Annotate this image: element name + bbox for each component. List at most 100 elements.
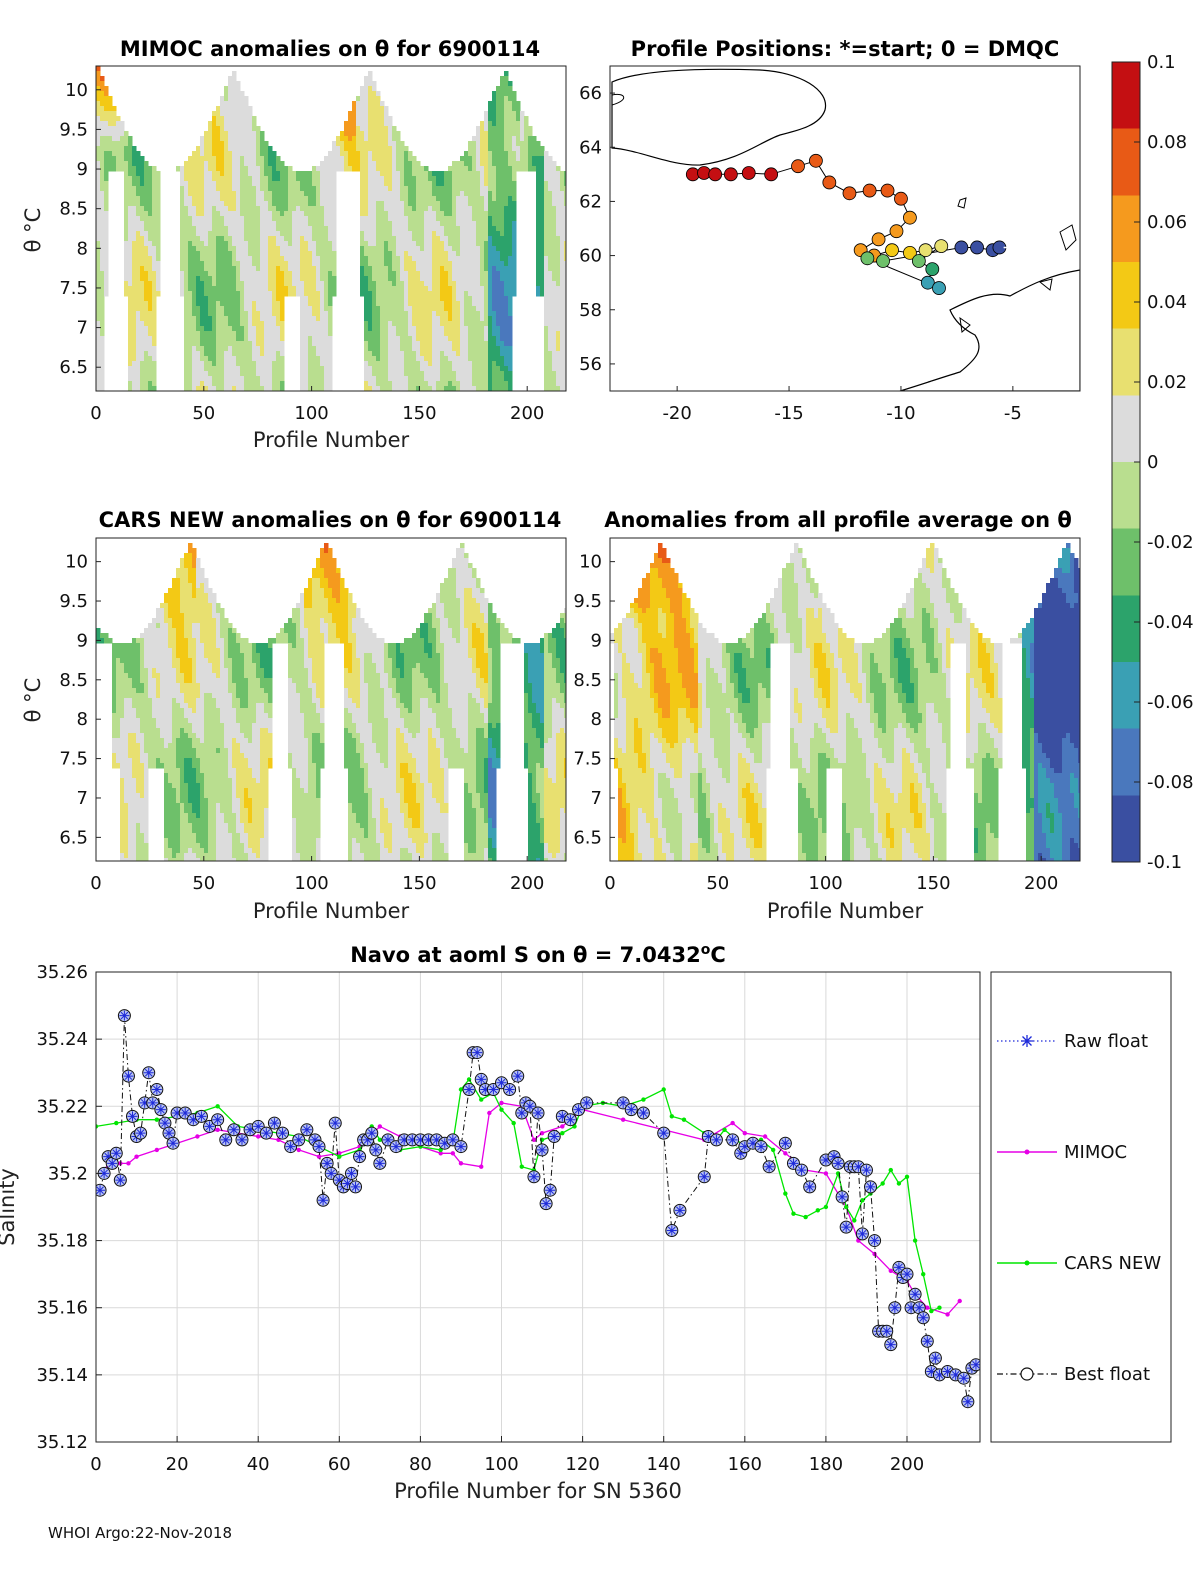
heatmap-cell [224, 361, 229, 367]
heatmap-cell [448, 351, 453, 357]
heatmap-cell [380, 156, 385, 162]
heatmap-cell [512, 271, 517, 277]
heatmap-cell [424, 281, 429, 287]
heatmap-cell [276, 201, 281, 207]
heatmap-cell [200, 326, 205, 332]
heatmap-cell [256, 251, 261, 257]
heatmap-cell [268, 201, 273, 207]
heatmap-cell [564, 251, 566, 257]
heatmap-cell [268, 231, 273, 237]
heatmap-cell [456, 261, 461, 267]
heatmap-cell [388, 146, 393, 152]
heatmap-cell [288, 231, 293, 237]
heatmap-cell [456, 196, 461, 202]
heatmap-cell [324, 316, 329, 322]
heatmap-cell [188, 361, 193, 367]
heatmap-cell [304, 206, 309, 212]
heatmap-cell [148, 176, 153, 182]
heatmap-cell [208, 146, 213, 152]
heatmap-cell [288, 261, 293, 267]
heatmap-cell [360, 251, 365, 257]
heatmap-cell [96, 296, 101, 302]
heatmap-cell [376, 226, 381, 232]
heatmap-cell [156, 176, 161, 182]
heatmap-cell [128, 231, 133, 237]
heatmap-cell [136, 171, 141, 177]
heatmap-cell [232, 216, 237, 222]
heatmap-cell [508, 86, 513, 92]
heatmap-cell [96, 256, 101, 262]
heatmap-cell [116, 126, 121, 132]
heatmap-cell [184, 226, 189, 232]
heatmap-cell [180, 171, 185, 177]
heatmap-cell [216, 286, 221, 292]
heatmap-cell [324, 331, 329, 337]
heatmap-cell [560, 256, 565, 262]
heatmap-cell [264, 256, 269, 262]
heatmap-cell [244, 126, 249, 132]
heatmap-cell [476, 206, 481, 212]
heatmap-cell [124, 186, 129, 192]
heatmap-cell [132, 231, 137, 237]
heatmap-cell [412, 221, 417, 227]
heatmap-cell [216, 321, 221, 327]
heatmap-cell [512, 211, 517, 217]
heatmap-cell [360, 241, 365, 247]
heatmap-cell [212, 201, 217, 207]
heatmap-cell [148, 331, 153, 337]
heatmap-cell [196, 241, 201, 247]
heatmap-cell [480, 321, 485, 327]
heatmap-cell [480, 136, 485, 142]
heatmap-cell [392, 321, 397, 327]
heatmap-cell [256, 341, 261, 347]
heatmap-cell [440, 356, 445, 362]
heatmap-cell [316, 201, 321, 207]
heatmap-cell [184, 251, 189, 257]
heatmap-cell [416, 186, 421, 192]
heatmap-cell [192, 311, 197, 317]
heatmap-cell [232, 231, 237, 237]
heatmap-cell [428, 291, 433, 297]
heatmap-cell [284, 246, 289, 252]
heatmap-cell [556, 246, 561, 252]
heatmap-cell [372, 241, 377, 247]
heatmap-cell [464, 356, 469, 362]
heatmap-cell [380, 116, 385, 122]
heatmap-cell [204, 371, 209, 377]
heatmap-cell [480, 221, 485, 227]
heatmap-cell [300, 241, 305, 247]
heatmap-cell [508, 326, 513, 332]
heatmap-cell [100, 116, 105, 122]
heatmap-cell [484, 146, 489, 152]
heatmap-cell [440, 231, 445, 237]
heatmap-cell [332, 171, 337, 177]
heatmap-cell [396, 316, 401, 322]
heatmap-cell [96, 376, 101, 382]
heatmap-cell [244, 111, 249, 117]
heatmap-cell [448, 261, 453, 267]
heatmap-cell [468, 216, 473, 222]
heatmap-cell [552, 241, 557, 247]
heatmap-cell [268, 356, 273, 362]
heatmap-cell [388, 376, 393, 382]
heatmap-cell [380, 166, 385, 172]
heatmap-cell [216, 306, 221, 312]
heatmap-cell [496, 161, 501, 167]
faroe-islands [957, 197, 967, 209]
heatmap-cell [480, 191, 485, 197]
heatmap-cell [224, 201, 229, 207]
heatmap-cell [560, 246, 565, 252]
heatmap-cell [248, 191, 253, 197]
heatmap-cell [280, 356, 285, 362]
heatmap-cell [380, 326, 385, 332]
heatmap-cell [484, 186, 489, 192]
heatmap-cell [252, 141, 257, 147]
heatmap-cell [376, 141, 381, 147]
heatmap-cell [200, 226, 205, 232]
heatmap-cell [236, 366, 241, 372]
heatmap-cell [292, 266, 297, 272]
heatmap-cell [564, 316, 566, 322]
heatmap-cell [540, 146, 545, 152]
heatmap-cell [260, 356, 265, 362]
heatmap-cell [276, 206, 281, 212]
